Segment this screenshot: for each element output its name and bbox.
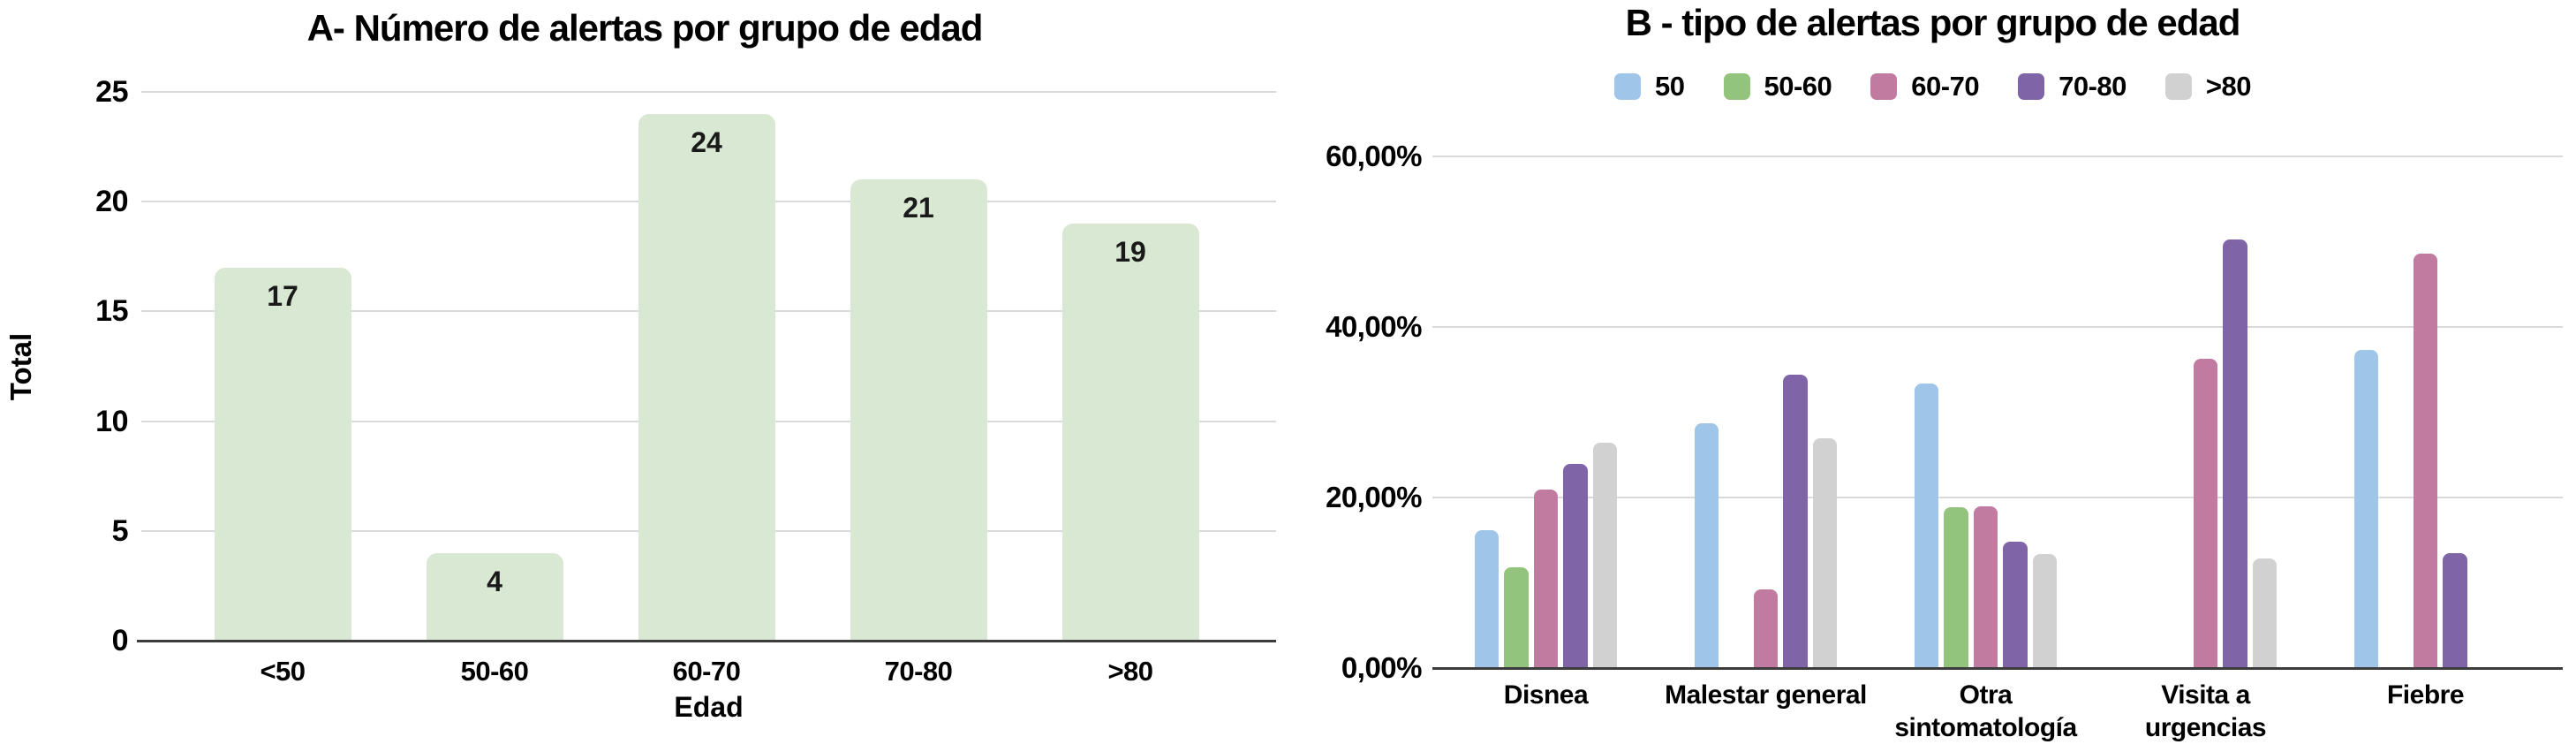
bar-70-80-Visita-a-urgencias — [2223, 239, 2247, 668]
y-tick-label: 0,00% — [1341, 651, 1423, 684]
gridline — [141, 91, 1276, 93]
legend-item->80: >80 — [2164, 71, 2252, 103]
y-tick-label: 25 — [95, 75, 128, 109]
x-axis-baseline — [137, 640, 1276, 642]
bar-70-80-Disnea — [1563, 464, 1588, 668]
legend: 50 50-60 60-70 70-80 >80 — [1289, 71, 2576, 103]
x-tick-label: >80 — [1107, 656, 1153, 687]
y-tick-label: 15 — [95, 294, 128, 329]
y-tick-label: 20 — [95, 185, 128, 219]
bar-70-80-Otra-sintomatología — [2003, 542, 2028, 668]
bar-60-70 — [638, 113, 775, 641]
y-tick-label: 0 — [111, 624, 129, 657]
legend-swatch-icon — [1870, 73, 1898, 100]
bar-value-label: 21 — [903, 192, 934, 224]
bar-value-label: 17 — [267, 279, 298, 312]
legend-item-70-80: 70-80 — [2018, 71, 2127, 103]
legend-item-60-70: 60-70 — [1870, 71, 1980, 103]
y-tick-label: 60,00% — [1326, 140, 1422, 172]
bar-50-Fiebre — [2353, 350, 2379, 668]
legend-label: 50-60 — [1764, 71, 1832, 102]
chart-a-alert-count-by-age: A- Número de alertas por grupo de edad T… — [4, 7, 1276, 723]
chart-a-x-axis-label: Edad — [674, 691, 744, 723]
chart-a-y-axis-label: Total — [4, 332, 37, 401]
x-tick-label: 60-70 — [672, 656, 741, 687]
y-tick-label: 5 — [111, 513, 129, 548]
category-label: Otra sintomatología — [1894, 680, 2077, 742]
legend-label: 70-80 — [2059, 71, 2127, 102]
bar-50-Otra-sintomatología — [1914, 383, 1939, 668]
category-label: Visita a urgencias — [2144, 680, 2267, 742]
bar-<50 — [214, 267, 351, 641]
y-tick-label: 10 — [95, 404, 128, 438]
gridline — [1432, 497, 2563, 498]
bar-60-70-Malestar-general — [1753, 589, 1779, 668]
bar->80-Disnea — [1592, 443, 1618, 668]
legend-label: 50 — [1655, 71, 1685, 102]
category-label: Disnea — [1503, 680, 1589, 710]
bar-60-70-Disnea — [1533, 490, 1559, 668]
bar->80-Visita-a-urgencias — [2252, 558, 2278, 668]
bar-60-70-Visita-a-urgencias — [2193, 358, 2218, 668]
bar-60-70-Fiebre — [2413, 254, 2438, 668]
legend-swatch-icon — [1614, 73, 1642, 100]
bar-70-80-Fiebre — [2443, 552, 2467, 668]
legend-swatch-icon — [1723, 73, 1750, 100]
legend-item-50: 50 — [1614, 71, 1685, 103]
chart-a-title: A- Número de alertas por grupo de edad — [306, 7, 984, 49]
x-tick-label: <50 — [260, 656, 306, 687]
y-tick-label: 40,00% — [1326, 310, 1422, 343]
legend-item-50-60: 50-60 — [1723, 71, 1832, 103]
bar->80-Malestar-general — [1812, 438, 1838, 668]
bar-value-label: 4 — [487, 565, 502, 597]
gridline — [1432, 156, 2563, 157]
bar-70-80 — [850, 179, 987, 641]
bar-50-Malestar-general — [1694, 423, 1719, 668]
bar->80-Otra-sintomatología — [2032, 553, 2058, 668]
bar-50-60-Otra-sintomatología — [1944, 506, 1968, 668]
legend-swatch-icon — [2018, 73, 2045, 100]
bar->80 — [1061, 224, 1199, 641]
bar-70-80-Malestar-general — [1783, 375, 1808, 668]
legend-label: 60-70 — [1911, 71, 1980, 102]
bar-50-60-Disnea — [1504, 567, 1529, 668]
x-axis-baseline — [1432, 667, 2563, 670]
category-label: Malestar general — [1665, 680, 1867, 710]
legend-label: >80 — [2205, 71, 2252, 102]
bar-value-label: 24 — [691, 125, 722, 158]
chart-b-alert-type-by-age: B - tipo de alertas por grupo de edad 50… — [1289, 0, 2576, 752]
chart-b-title: B - tipo de alertas por grupo de edad — [1625, 2, 2241, 43]
bar-50-60 — [426, 552, 563, 641]
gridline — [1432, 326, 2563, 328]
bar-value-label: 19 — [1114, 236, 1146, 269]
legend-swatch-icon — [2164, 73, 2192, 100]
bar-50-Disnea — [1474, 529, 1500, 668]
x-tick-label: 50-60 — [460, 656, 529, 687]
y-tick-label: 20,00% — [1326, 481, 1422, 513]
bar-60-70-Otra-sintomatología — [1973, 505, 1998, 668]
category-label: Fiebre — [2386, 680, 2465, 710]
x-tick-label: 70-80 — [884, 656, 953, 687]
